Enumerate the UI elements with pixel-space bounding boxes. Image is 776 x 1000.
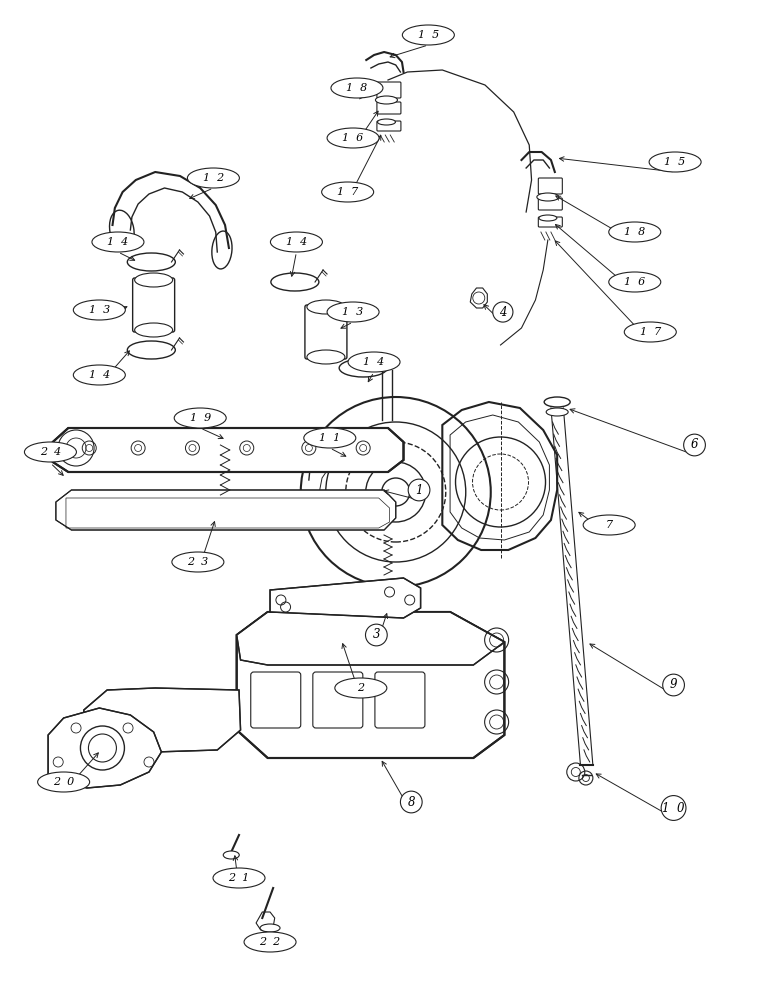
Ellipse shape [213,868,265,888]
Text: 9: 9 [670,678,677,692]
Circle shape [661,796,686,820]
Circle shape [663,674,684,696]
Ellipse shape [135,273,172,287]
FancyBboxPatch shape [377,82,401,98]
Ellipse shape [37,772,90,792]
Ellipse shape [187,168,240,188]
Ellipse shape [223,851,239,859]
Ellipse shape [73,300,126,320]
Text: 7: 7 [605,520,613,530]
Ellipse shape [546,408,568,416]
Ellipse shape [649,152,702,172]
Polygon shape [237,612,504,758]
Ellipse shape [348,352,400,372]
Ellipse shape [327,128,379,148]
Text: 2  2: 2 2 [259,937,281,947]
Text: 1  3: 1 3 [88,305,110,315]
Ellipse shape [307,350,345,364]
FancyBboxPatch shape [133,278,175,332]
Text: 1  4: 1 4 [363,357,385,367]
Ellipse shape [171,552,224,572]
Text: 2  0: 2 0 [53,777,74,787]
Polygon shape [56,490,396,530]
Circle shape [684,434,705,456]
Text: 1  6: 1 6 [624,277,646,287]
FancyBboxPatch shape [375,672,425,728]
Polygon shape [48,708,161,788]
Text: 2  1: 2 1 [228,873,250,883]
Ellipse shape [244,932,296,952]
Ellipse shape [174,408,227,428]
Ellipse shape [321,182,374,202]
FancyBboxPatch shape [539,198,563,210]
Text: 1  8: 1 8 [346,83,368,93]
FancyBboxPatch shape [305,305,347,359]
Ellipse shape [327,302,379,322]
Text: 1  4: 1 4 [88,370,110,380]
Ellipse shape [539,215,557,221]
Ellipse shape [135,323,172,337]
Ellipse shape [331,78,383,98]
Ellipse shape [260,924,280,932]
Text: 8: 8 [407,796,415,808]
Text: 1  2: 1 2 [203,173,224,183]
Polygon shape [237,612,504,665]
Text: 3: 3 [372,629,380,642]
Polygon shape [53,428,404,472]
Ellipse shape [608,222,661,242]
Text: 2: 2 [357,683,365,693]
Circle shape [408,479,430,501]
Text: 1  4: 1 4 [107,237,129,247]
FancyBboxPatch shape [539,217,563,227]
Ellipse shape [92,232,144,252]
Ellipse shape [376,96,397,104]
Ellipse shape [608,272,661,292]
Ellipse shape [270,232,323,252]
Text: 1  4: 1 4 [286,237,307,247]
Circle shape [493,302,513,322]
Ellipse shape [24,442,77,462]
Text: 1  0: 1 0 [663,802,684,814]
Ellipse shape [307,300,345,314]
Text: 1  9: 1 9 [189,413,211,423]
Text: 2  4: 2 4 [40,447,61,457]
Circle shape [365,624,387,646]
FancyBboxPatch shape [251,672,301,728]
Circle shape [400,791,422,813]
FancyBboxPatch shape [377,121,401,131]
Text: 1  7: 1 7 [337,187,359,197]
Text: 1  5: 1 5 [664,157,686,167]
Text: 1  3: 1 3 [342,307,364,317]
Text: 6: 6 [691,438,698,452]
Ellipse shape [537,193,559,201]
Text: 1  1: 1 1 [319,433,341,443]
Ellipse shape [402,25,455,45]
FancyBboxPatch shape [539,178,563,194]
FancyBboxPatch shape [313,672,363,728]
Ellipse shape [624,322,677,342]
Ellipse shape [377,119,396,125]
Ellipse shape [73,365,126,385]
Polygon shape [270,578,421,618]
Text: 1  8: 1 8 [624,227,646,237]
Text: 2  3: 2 3 [187,557,209,567]
Ellipse shape [583,515,636,535]
Text: 1  6: 1 6 [342,133,364,143]
Text: 1  7: 1 7 [639,327,661,337]
Polygon shape [84,688,241,752]
Text: 4: 4 [499,306,507,318]
Text: 1  5: 1 5 [417,30,439,40]
Text: 1: 1 [415,484,423,496]
Ellipse shape [544,397,570,407]
FancyBboxPatch shape [377,102,401,114]
Ellipse shape [334,678,387,698]
Ellipse shape [303,428,356,448]
